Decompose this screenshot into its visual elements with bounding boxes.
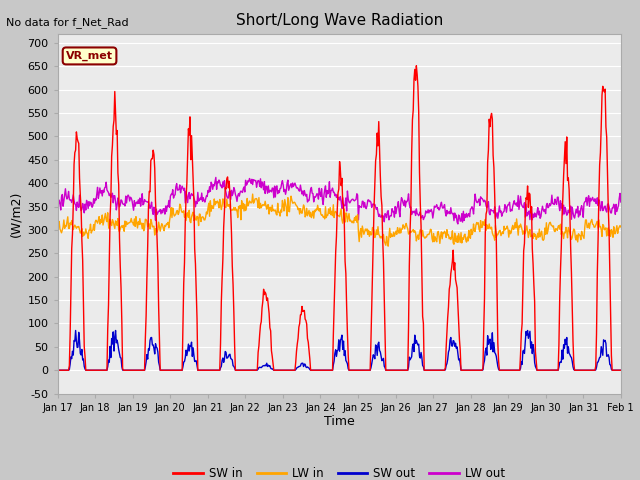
SW out — [54, 367, 61, 373]
SW in — [54, 367, 61, 373]
SW out — [180, 359, 188, 365]
Title: Short/Long Wave Radiation: Short/Long Wave Radiation — [236, 13, 443, 28]
SW in — [413, 63, 420, 69]
LW out — [212, 175, 220, 180]
LW in — [179, 209, 187, 215]
SW in — [617, 367, 625, 373]
SW out — [72, 328, 79, 334]
Text: VR_met: VR_met — [66, 51, 113, 61]
Text: No data for f_Net_Rad: No data for f_Net_Rad — [6, 17, 129, 28]
Line: SW in: SW in — [58, 66, 621, 370]
SW out — [425, 367, 433, 373]
SW in — [425, 367, 433, 373]
Legend: SW in, LW in, SW out, LW out: SW in, LW in, SW out, LW out — [169, 463, 509, 480]
LW in — [54, 227, 61, 233]
LW out — [179, 185, 187, 191]
LW out — [617, 199, 625, 205]
LW in — [249, 191, 257, 197]
LW in — [426, 230, 433, 236]
SW out — [210, 367, 218, 373]
SW out — [617, 367, 625, 373]
SW in — [179, 322, 187, 328]
SW out — [123, 367, 131, 373]
LW out — [209, 186, 216, 192]
LW in — [410, 227, 417, 232]
SW in — [122, 367, 129, 373]
LW out — [64, 194, 72, 200]
Line: SW out: SW out — [58, 331, 621, 370]
LW in — [122, 224, 129, 229]
Line: LW in: LW in — [58, 194, 621, 246]
LW out — [122, 193, 129, 199]
LW out — [54, 201, 61, 206]
Line: LW out: LW out — [58, 178, 621, 224]
LW out — [454, 221, 461, 227]
LW out — [425, 210, 433, 216]
LW in — [617, 224, 625, 230]
SW out — [408, 344, 416, 349]
Y-axis label: (W/m2): (W/m2) — [9, 191, 22, 237]
SW in — [209, 367, 216, 373]
SW in — [64, 367, 72, 373]
LW in — [384, 243, 392, 249]
LW out — [408, 209, 416, 215]
LW in — [209, 205, 216, 211]
SW out — [64, 367, 72, 373]
LW in — [64, 214, 72, 220]
SW in — [408, 150, 415, 156]
X-axis label: Time: Time — [324, 415, 355, 429]
